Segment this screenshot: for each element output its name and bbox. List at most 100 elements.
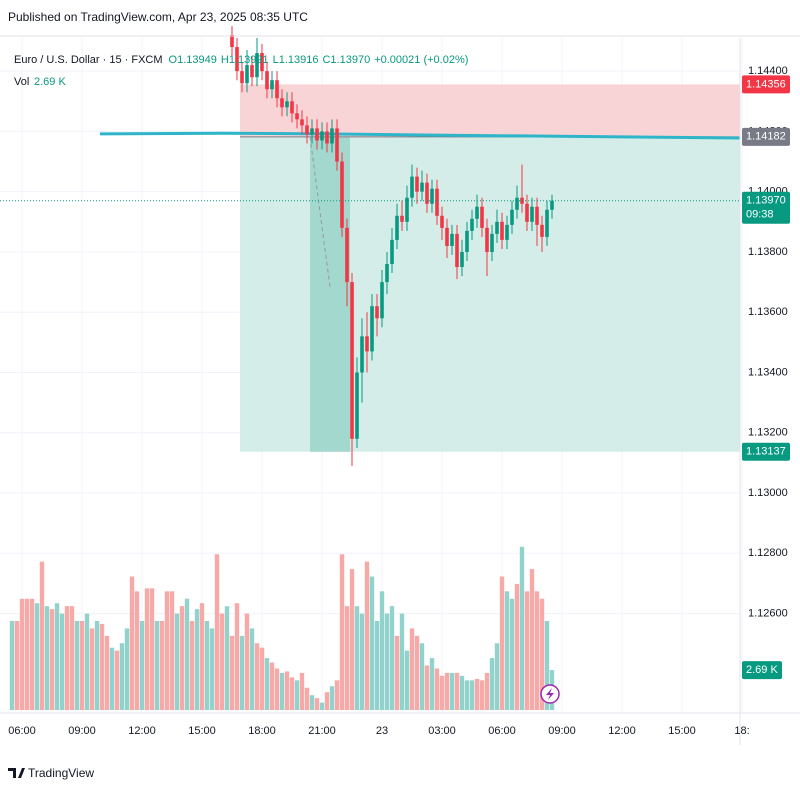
volume-bar (64, 606, 70, 710)
legend: Euro / U.S. Dollar · 15 · FXCM Vol 2.69 … (14, 54, 163, 88)
volume-bar (69, 606, 75, 710)
volume-bar (59, 613, 65, 710)
volume-bar (104, 635, 110, 710)
y-tick-label: 1.12800 (748, 547, 788, 559)
candle-body (235, 47, 239, 72)
candle-body (495, 221, 499, 234)
volume-bar (144, 588, 150, 710)
volume-bar (289, 677, 295, 710)
candle-body (425, 182, 429, 204)
candle-body (355, 372, 359, 439)
candle-body (390, 239, 394, 265)
volume-bar (469, 680, 475, 710)
volume-bar (114, 650, 120, 710)
candle-body (265, 71, 269, 90)
volume-bar (309, 695, 315, 710)
volume-bar (294, 680, 300, 710)
candle-body (285, 101, 289, 108)
volume-bar (524, 591, 530, 710)
moving-average (99, 131, 741, 140)
candle-body (415, 176, 419, 192)
candle-body (550, 200, 554, 210)
volume-bar (134, 591, 140, 710)
candle-body (400, 215, 404, 222)
volume-bar (94, 621, 100, 710)
volume-tag-box (742, 661, 782, 680)
x-tick-label: 06:00 (488, 725, 516, 737)
candle-body (485, 227, 489, 252)
y-tick-label: 1.13200 (748, 427, 788, 439)
volume-bar (269, 662, 275, 710)
volume-bar (519, 546, 525, 710)
volume-bar (499, 576, 505, 710)
alert-icon (540, 684, 560, 704)
legend-value: H1.13991 (221, 54, 269, 66)
volume-bar (19, 598, 25, 710)
candle-body (450, 233, 454, 246)
candle-body (540, 224, 544, 237)
volume-bar (154, 621, 160, 710)
entry-price-tag: 1.14182 (746, 131, 786, 143)
last-price-tag: 1.13970 (746, 195, 786, 207)
volume-bar (439, 675, 445, 710)
candle-body (335, 128, 339, 162)
volume-bar (249, 628, 255, 710)
volume-bar (384, 613, 390, 710)
symbol: Euro / U.S. Dollar · 15 · FXCM (14, 54, 163, 66)
candle-body (320, 131, 324, 141)
volume-bar (279, 672, 285, 710)
volume-bar (254, 643, 260, 710)
volume-bar (109, 647, 115, 710)
volume-bar (264, 658, 270, 710)
candle-body (360, 336, 364, 373)
volume-bar (449, 672, 455, 710)
candle-body (275, 80, 279, 99)
countdown: 09:38 (746, 209, 774, 221)
candle-body (230, 34, 234, 48)
volume-bar (379, 591, 385, 710)
volume-bar (174, 613, 180, 710)
volume-bar (204, 621, 210, 710)
candle-body (525, 203, 529, 222)
candle-body (460, 251, 464, 268)
volume-bar (359, 613, 365, 710)
volume-bar (99, 623, 105, 710)
logo: TradingView (8, 766, 94, 780)
legend-value: +0.00021 (+0.02%) (374, 54, 468, 66)
volume-bar (244, 613, 250, 710)
candle-body (440, 215, 444, 228)
candle-body (455, 233, 459, 268)
candle-body (365, 336, 369, 352)
candle-body (405, 197, 409, 222)
candle-body (270, 80, 274, 90)
axes: 1.12600 1.12800 1.13000 1.13200 1.13400 1.136… (8, 65, 790, 737)
volume-bar (259, 647, 265, 710)
y-tick-label: 1.12600 (748, 607, 788, 619)
volume-bar (529, 569, 535, 710)
candle-body (420, 182, 424, 192)
volume-bar (429, 658, 435, 710)
volume-bar (234, 603, 240, 710)
volume-bar (394, 635, 400, 710)
volume-bar (209, 628, 215, 710)
candle-body (445, 227, 449, 246)
volume-bar (124, 628, 130, 710)
volume-bar (509, 598, 515, 710)
volume-bar (44, 606, 50, 710)
x-tick-label: 21:00 (308, 725, 336, 737)
candle-body (350, 282, 354, 439)
x-tick-label: 12:00 (608, 725, 636, 737)
volume-bar (514, 583, 520, 710)
x-tick-label: 23 (376, 725, 388, 737)
volume-bar (34, 603, 40, 710)
volume-bar (79, 621, 85, 710)
volume-bar (39, 561, 45, 710)
volume-bar (184, 598, 190, 710)
volume-bar (324, 692, 330, 710)
volume-bar (214, 554, 220, 710)
volume-bar (84, 613, 90, 710)
candle-body (535, 206, 539, 225)
candle-body (395, 215, 399, 240)
x-tick-label: 18:00 (248, 725, 276, 737)
